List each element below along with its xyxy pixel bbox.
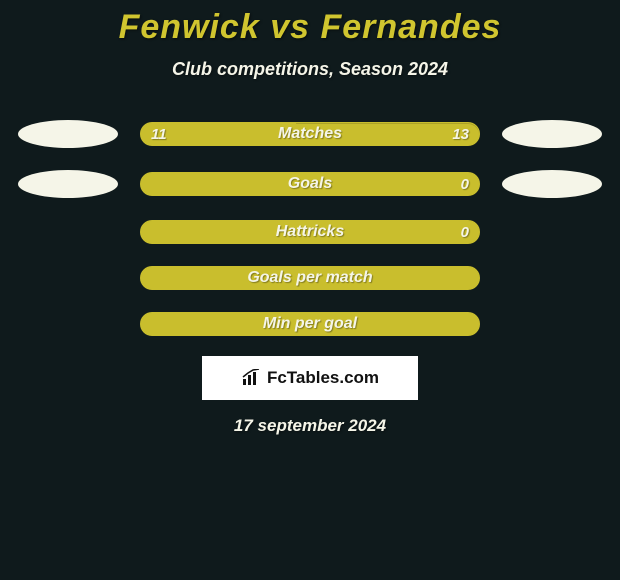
player-left-marker xyxy=(18,170,118,198)
stat-label: Matches xyxy=(278,125,342,143)
stat-rows: 11 Matches 13 Goals 0 Hattricks 0 Goals per mat… xyxy=(0,120,620,336)
stat-right-value: 13 xyxy=(452,126,469,143)
player-right-marker xyxy=(502,170,602,198)
stat-bar: Goals per match xyxy=(140,266,480,290)
brand-box: FcTables.com xyxy=(202,356,418,400)
stat-row: Goals 0 xyxy=(0,170,620,198)
brand-text: FcTables.com xyxy=(267,368,379,388)
stat-right-value: 0 xyxy=(461,176,469,193)
stat-row: Hattricks 0 xyxy=(0,220,620,244)
stat-label: Goals xyxy=(288,175,332,193)
stat-row: Goals per match xyxy=(0,266,620,290)
stat-label: Min per goal xyxy=(263,315,357,333)
chart-icon xyxy=(241,369,263,387)
stat-row: 11 Matches 13 xyxy=(0,120,620,148)
stat-label: Goals per match xyxy=(247,269,372,287)
brand-label: FcTables.com xyxy=(241,368,379,388)
stat-bar: Hattricks 0 xyxy=(140,220,480,244)
stat-bar: 11 Matches 13 xyxy=(140,122,480,146)
stat-left-value: 11 xyxy=(151,126,167,143)
page-title: Fenwick vs Fernandes xyxy=(0,0,620,47)
stat-bar: Min per goal xyxy=(140,312,480,336)
comparison-card: Fenwick vs Fernandes Club competitions, … xyxy=(0,0,620,580)
footer-date: 17 september 2024 xyxy=(0,416,620,436)
stat-right-value: 0 xyxy=(461,224,469,241)
page-subtitle: Club competitions, Season 2024 xyxy=(0,59,620,80)
stat-row: Min per goal xyxy=(0,312,620,336)
stat-bar: Goals 0 xyxy=(140,172,480,196)
player-left-marker xyxy=(18,120,118,148)
stat-label: Hattricks xyxy=(276,223,344,241)
player-right-marker xyxy=(502,120,602,148)
